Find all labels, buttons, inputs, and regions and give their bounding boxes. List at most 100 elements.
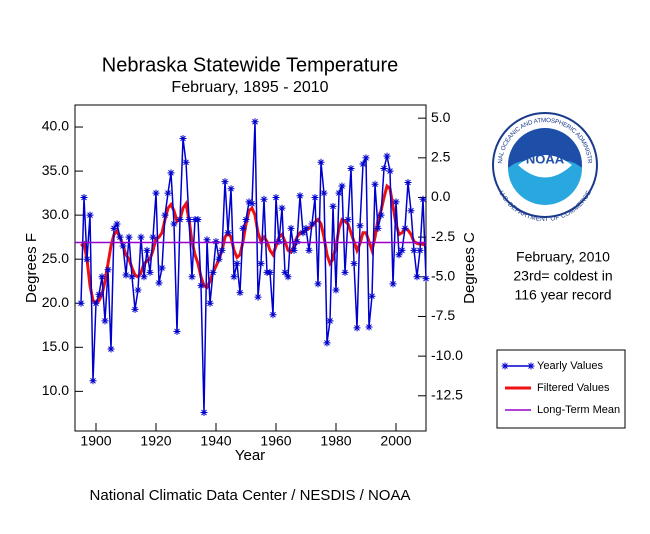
x-tick-label: 1960 (260, 433, 291, 449)
point (86, 211, 94, 219)
point (203, 236, 211, 244)
legend-label: Filtered Values (537, 382, 610, 394)
point (95, 290, 103, 298)
point (104, 266, 112, 274)
point (257, 260, 265, 268)
point (404, 179, 412, 187)
point (221, 178, 229, 186)
legend-marker (527, 362, 535, 370)
point (272, 194, 280, 202)
point (305, 246, 313, 254)
point (419, 195, 427, 203)
point (83, 255, 91, 263)
x-axis-label: Year (235, 447, 265, 464)
point (230, 273, 238, 281)
y2-tick-label: 5.0 (431, 109, 451, 125)
y-tick-label: 40.0 (42, 118, 69, 134)
point (185, 216, 193, 224)
point (383, 152, 391, 160)
point (422, 275, 430, 283)
point (296, 192, 304, 200)
point (332, 286, 340, 294)
point (281, 268, 289, 276)
point (200, 408, 208, 416)
y2-tick-label: -2.5 (431, 228, 455, 244)
point (158, 264, 166, 272)
point (98, 273, 106, 281)
point (293, 238, 301, 246)
point (359, 160, 367, 168)
point (77, 299, 85, 307)
point (290, 246, 298, 254)
point (362, 154, 370, 162)
point (107, 345, 115, 353)
point (278, 204, 286, 212)
point (314, 280, 322, 288)
logo: NOAA NATIONAL OCEANIC AND ATMOSPHERIC AD… (0, 0, 598, 223)
point (350, 260, 358, 268)
annotation: 23rd= coldest in (513, 268, 612, 284)
point (395, 251, 403, 259)
point (413, 273, 421, 281)
point (329, 202, 337, 210)
point (377, 211, 385, 219)
point (407, 207, 415, 215)
y2-tick-label: 2.5 (431, 149, 451, 165)
point (398, 246, 406, 254)
point (128, 273, 136, 281)
point (251, 118, 259, 126)
point (215, 255, 223, 263)
x-tick-label: 2000 (380, 433, 411, 449)
point (146, 268, 154, 276)
point (209, 268, 217, 276)
point (152, 189, 160, 197)
point (311, 194, 319, 202)
point (173, 327, 181, 335)
y-tick-label: 15.0 (42, 338, 69, 354)
point (320, 189, 328, 197)
point (299, 229, 307, 237)
point (269, 311, 277, 319)
y-tick-label: 35.0 (42, 162, 69, 178)
point (236, 289, 244, 297)
point (134, 286, 142, 294)
point (323, 339, 331, 347)
point (140, 273, 148, 281)
legend-marker (501, 362, 509, 370)
point (143, 246, 151, 254)
point (161, 211, 169, 219)
y-axis-label: Degrees F (23, 233, 40, 303)
y-tick-label: 20.0 (42, 294, 69, 310)
point (125, 233, 133, 241)
point (182, 158, 190, 166)
x-tick-label: 1900 (80, 433, 111, 449)
point (101, 317, 109, 325)
source: National Climatic Data Center / NESDIS /… (90, 487, 411, 504)
y2-tick-label: 0.0 (431, 188, 451, 204)
point (167, 169, 175, 177)
point (248, 200, 256, 208)
point (170, 220, 178, 228)
point (218, 246, 226, 254)
point (368, 292, 376, 300)
point (287, 224, 295, 232)
point (119, 242, 127, 250)
y-tick-label: 10.0 (42, 382, 69, 398)
legend-label: Long-Term Mean (537, 404, 620, 416)
annotation: February, 2010 (516, 249, 610, 265)
y2-tick-label: -12.5 (431, 386, 463, 402)
annotation: 116 year record (514, 287, 611, 303)
point (371, 180, 379, 188)
point (266, 268, 274, 276)
logo-bird (518, 155, 572, 178)
point (341, 268, 349, 276)
point (233, 260, 241, 268)
point (89, 377, 97, 385)
point (326, 317, 334, 325)
y2-tick-label: -10.0 (431, 347, 463, 363)
y-tick-label: 25.0 (42, 250, 69, 266)
point (92, 299, 100, 307)
point (380, 164, 388, 172)
point (80, 194, 88, 202)
point (206, 299, 214, 307)
